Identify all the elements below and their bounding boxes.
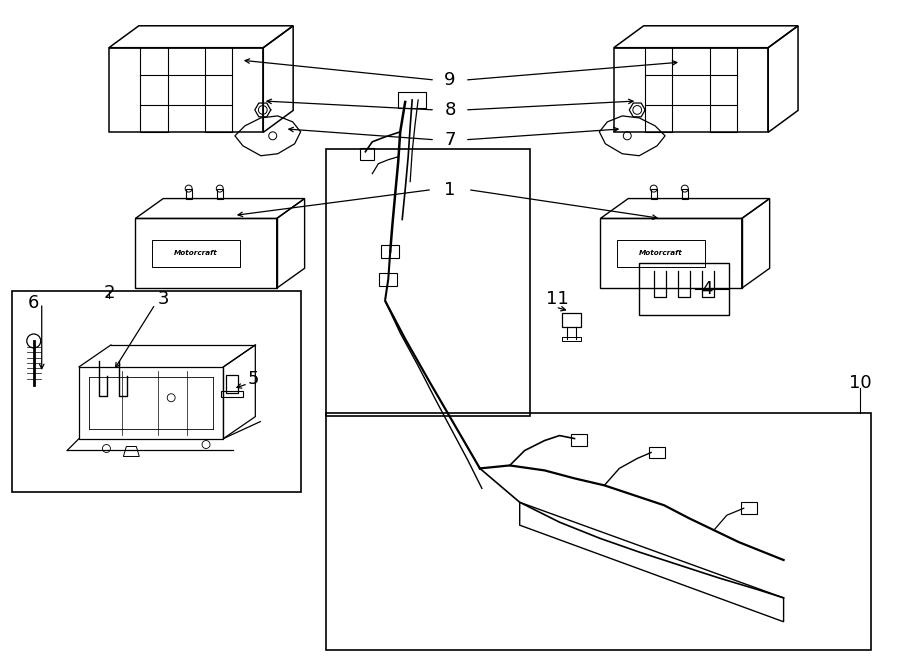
Bar	[152, 240, 240, 266]
Bar	[639, 263, 729, 315]
Text: 1: 1	[445, 180, 455, 198]
Text: 7: 7	[445, 131, 455, 149]
Bar	[562, 313, 581, 327]
Text: Motorcraft: Motorcraft	[639, 251, 683, 256]
Text: 3: 3	[158, 290, 169, 308]
Text: 10: 10	[849, 373, 871, 392]
Bar	[649, 447, 665, 459]
Bar	[217, 188, 223, 198]
Text: 2: 2	[104, 284, 115, 302]
Bar	[382, 245, 400, 258]
Text: Motorcraft: Motorcraft	[175, 251, 218, 256]
Text: 4: 4	[701, 280, 713, 298]
Text: 11: 11	[546, 290, 569, 308]
Bar	[326, 149, 530, 416]
Bar	[221, 391, 243, 397]
Bar	[226, 375, 238, 393]
Bar	[360, 148, 374, 160]
Bar	[379, 273, 397, 286]
Bar	[572, 434, 588, 446]
Bar	[398, 92, 426, 108]
Bar	[185, 188, 192, 198]
Bar	[12, 291, 301, 492]
Bar	[562, 337, 581, 341]
Text: 9: 9	[445, 71, 455, 89]
Bar	[617, 240, 705, 266]
Bar	[682, 188, 688, 198]
Text: 8: 8	[445, 101, 455, 119]
Text: 5: 5	[248, 369, 258, 388]
Text: 6: 6	[28, 294, 40, 312]
Bar	[651, 188, 657, 198]
Bar	[326, 412, 871, 650]
Bar	[741, 502, 757, 514]
